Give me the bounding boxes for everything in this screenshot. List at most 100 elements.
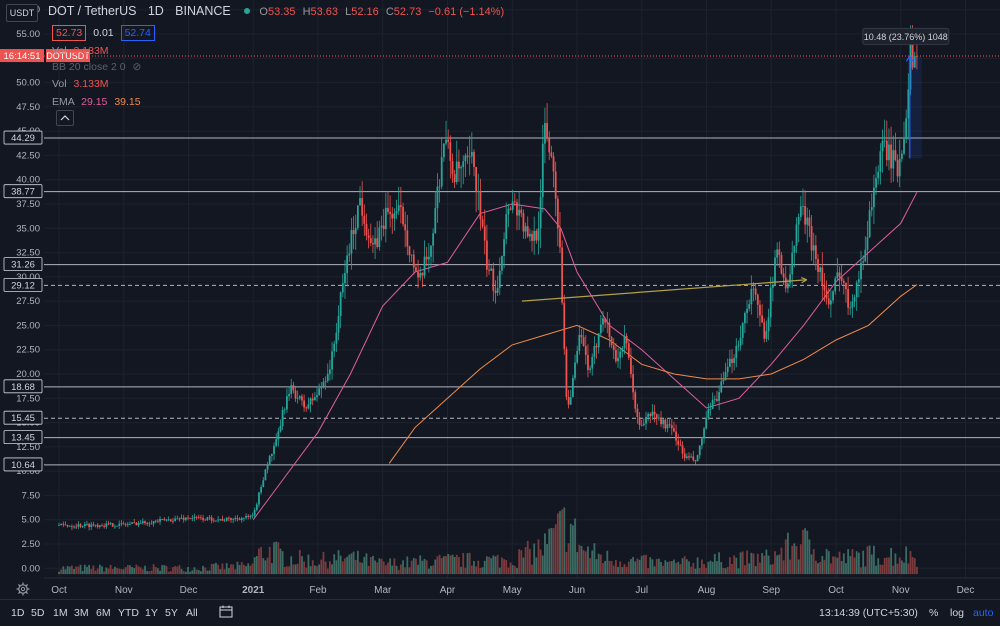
timeframe-6m[interactable]: 6M (96, 607, 111, 619)
candle (765, 320, 768, 343)
symbol-pair[interactable]: DOT / TetherUS (48, 4, 137, 18)
timeframe-all[interactable]: All (186, 607, 198, 619)
candle (73, 524, 75, 529)
timeframe-5d[interactable]: 5D (31, 607, 45, 619)
candle (206, 516, 209, 522)
candle (75, 523, 78, 530)
candle (763, 318, 766, 343)
hidden-eye-icon[interactable]: ⊘ (132, 61, 142, 73)
candle (440, 136, 443, 190)
volume-bar (645, 554, 647, 575)
currency-button[interactable]: USDT (6, 4, 38, 22)
volume-bar (660, 561, 662, 575)
candle (554, 161, 557, 217)
x-tick-label: Apr (440, 585, 456, 596)
candle (591, 353, 594, 376)
candle (290, 378, 293, 399)
price-axis[interactable]: 57.5055.0052.5050.0047.5045.0042.5040.00… (0, 0, 90, 578)
indicator-vol-1[interactable]: Vol 3.133M (52, 45, 109, 57)
ask-price[interactable]: 52.74 (120, 25, 155, 41)
candle (477, 173, 480, 211)
candle (892, 135, 895, 182)
candle (552, 152, 555, 188)
volume-bar (458, 557, 460, 575)
x-tick-label: 2021 (242, 585, 265, 596)
y-tick-label: 55.00 (16, 29, 40, 40)
candle (251, 512, 254, 519)
volume-bar (329, 561, 331, 575)
candle (249, 514, 252, 520)
auto-scale-toggle[interactable]: auto (973, 607, 994, 619)
candle (791, 240, 794, 288)
timeframe-1y[interactable]: 1Y (145, 607, 158, 619)
candle (716, 390, 718, 403)
timeframe-3m[interactable]: 3M (74, 607, 89, 619)
candle (683, 448, 686, 462)
volume-bar (750, 552, 753, 575)
indicator-vol-2[interactable]: Vol 3.133M (52, 78, 109, 90)
candle (369, 223, 372, 247)
clock-readout[interactable]: 13:14:39 (UTC+5:30) (819, 607, 918, 619)
gear-icon[interactable] (16, 582, 30, 596)
symbol-interval[interactable]: 1D (147, 4, 164, 18)
candle (548, 131, 551, 161)
volume-bar (657, 558, 660, 575)
candle (294, 385, 297, 402)
log-scale-toggle[interactable]: log (950, 607, 965, 619)
candle (318, 383, 321, 396)
volume-bar (791, 545, 794, 575)
percent-scale-toggle[interactable]: % (929, 607, 939, 619)
candle (88, 522, 91, 531)
trend-line[interactable] (521, 279, 807, 302)
candle (253, 507, 256, 519)
timeframe-1m[interactable]: 1M (53, 607, 68, 619)
volume-bar (421, 560, 424, 575)
volume-bar (202, 565, 204, 575)
candle (270, 453, 273, 462)
volume-bar (389, 558, 392, 575)
volume-bar (122, 569, 125, 575)
indicator-ema[interactable]: EMA 29.15 39.15 (52, 96, 141, 108)
volume-bar (511, 565, 514, 575)
volume-bar (541, 555, 544, 575)
timeframe-ytd[interactable]: YTD (118, 607, 139, 619)
timeframe-1d[interactable]: 1D (11, 607, 25, 619)
candle (157, 518, 159, 524)
volume-bar (483, 560, 486, 575)
volume-bar (537, 539, 540, 575)
volume-bar (247, 563, 250, 575)
candle (71, 524, 73, 531)
volume-bar (75, 566, 78, 575)
bid-price[interactable]: 52.73 (52, 25, 87, 41)
candle (881, 129, 884, 173)
level-price-label: 15.45 (11, 413, 35, 424)
candle (838, 266, 841, 292)
calendar-range-icon[interactable] (219, 605, 233, 618)
volume-bar (905, 546, 908, 575)
candle (675, 424, 677, 446)
candle (182, 514, 185, 523)
level-price-tag (3, 457, 43, 472)
candle (810, 215, 813, 261)
candle (219, 518, 222, 522)
candle (236, 514, 239, 522)
volume-bar (200, 571, 202, 575)
volume-bar (397, 569, 400, 575)
candle (350, 217, 353, 270)
candle (634, 389, 637, 413)
candle (537, 211, 540, 255)
volume-bar (894, 553, 897, 575)
timeframe-5y[interactable]: 5Y (165, 607, 178, 619)
collapse-legend-button[interactable] (56, 110, 74, 126)
candle (81, 525, 84, 529)
candle (670, 418, 673, 436)
time-axis[interactable]: Oct Nov Dec 2021 Feb Mar Apr May Jun Jul Aug Sep Oct… (44, 577, 1000, 596)
candle (673, 421, 675, 433)
indicator-bb[interactable]: BB 20 close 2 0 ⊘ (52, 61, 141, 73)
volume-bar (722, 567, 725, 575)
candle (602, 311, 604, 332)
candle (326, 363, 329, 383)
candle (423, 240, 426, 279)
candle (378, 220, 381, 251)
